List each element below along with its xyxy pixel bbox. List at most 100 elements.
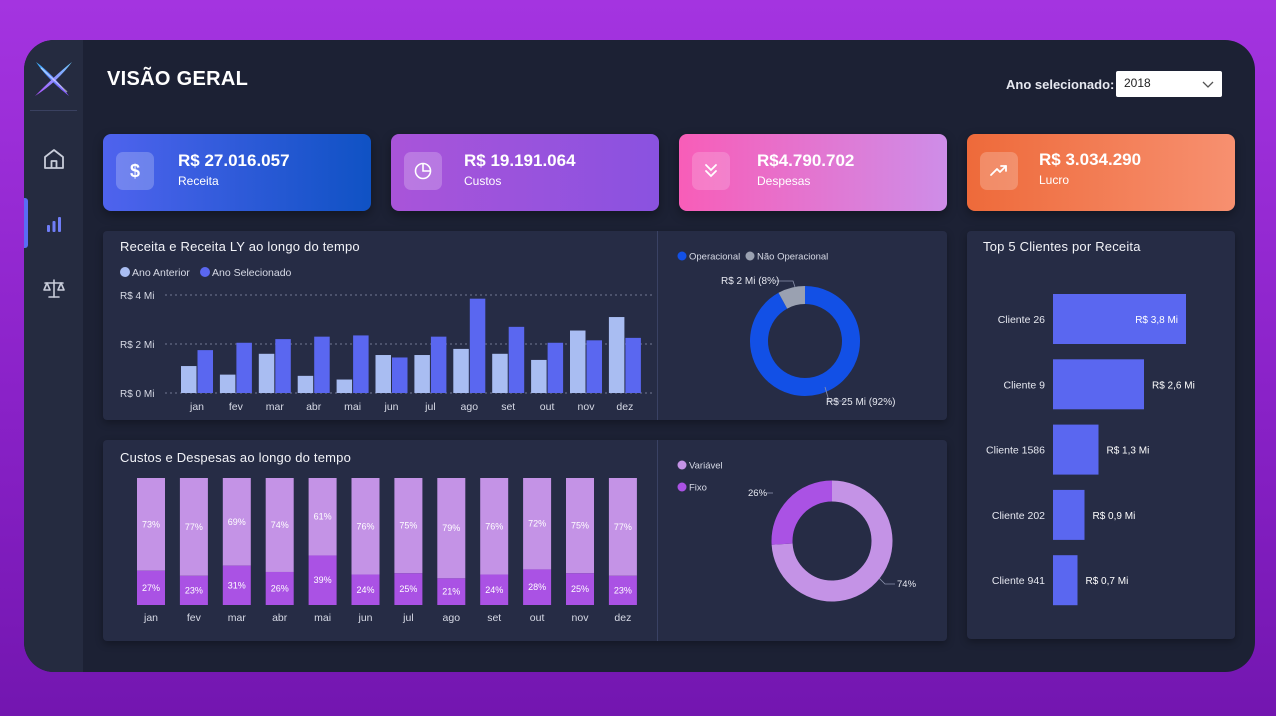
bar-variavel: [608, 478, 637, 576]
data-label: R$ 3,8 Mi: [1135, 315, 1178, 326]
slice-label: 74%: [897, 579, 917, 590]
costs-chart-title: Custos e Despesas ao longo do tempo: [120, 450, 352, 465]
x-tick-label: jul: [402, 612, 414, 624]
data-label: 31%: [228, 580, 246, 590]
kpi-icon-box: [404, 152, 442, 190]
bar-variavel: [308, 478, 337, 556]
bar-ano-selecionado: [430, 336, 447, 393]
revenue-chart-title: Receita e Receita LY ao longo do tempo: [120, 239, 360, 254]
bar-fixo: [222, 565, 251, 605]
leader-line: [775, 280, 796, 288]
bar-variavel: [480, 478, 509, 575]
bar-chart-icon: [46, 217, 61, 232]
kpi-card-receita: $ R$ 27.016.057 Receita: [103, 134, 371, 211]
bar-fixo: [137, 570, 165, 605]
data-label: 69%: [228, 517, 246, 527]
bar-ano-anterior: [375, 355, 391, 393]
bar-variavel: [351, 478, 380, 575]
client-name: Cliente 26: [998, 314, 1045, 326]
year-dropdown[interactable]: 2018: [1116, 71, 1222, 97]
y-tick-label: R$ 0 Mi: [120, 389, 154, 400]
client-bar: [1053, 359, 1144, 410]
data-label: 75%: [399, 521, 417, 531]
x-tick-label: nov: [572, 612, 590, 624]
client-bar: [1053, 294, 1186, 344]
bar-fixo: [308, 555, 337, 605]
bar-ano-anterior: [219, 374, 236, 393]
bar-fixo: [480, 574, 509, 605]
bar-fixo: [351, 574, 380, 605]
bar-ano-selecionado: [197, 350, 213, 393]
data-label: 24%: [485, 585, 503, 595]
data-label: 24%: [356, 585, 374, 595]
legend-marker: [677, 251, 687, 261]
data-label: 23%: [614, 585, 632, 595]
costs-donut-chart: Variável Fixo 26% 74%: [677, 460, 917, 602]
data-label: 74%: [271, 520, 289, 530]
data-label: 25%: [399, 584, 417, 594]
bar-variavel: [437, 478, 466, 579]
bar-ano-anterior: [336, 379, 353, 393]
legend-marker: [745, 251, 755, 261]
bar-variavel: [137, 478, 165, 571]
revenue-donut-chart: Operacional Não Operacional R$ 2 Mi (8%) R$…: [677, 251, 895, 408]
x-tick-label: jan: [143, 612, 158, 624]
bar-variavel: [179, 478, 208, 576]
client-name: Cliente 1586: [986, 445, 1045, 457]
bar-fixo: [265, 571, 294, 605]
data-label: 73%: [142, 519, 160, 529]
data-label: 25%: [571, 584, 589, 594]
slice-label: R$ 25 Mi (92%): [826, 397, 895, 408]
dashboard-frame: VISÃO GERAL Ano selecionado: 2018 $ R$ 2…: [24, 40, 1255, 672]
data-label: 39%: [314, 575, 332, 585]
bar-fixo: [523, 569, 552, 605]
data-label: R$ 0,7 Mi: [1086, 576, 1129, 587]
bar-ano-anterior: [181, 366, 197, 393]
data-label: 76%: [485, 521, 503, 531]
data-label: 21%: [442, 587, 460, 597]
data-label: R$ 0,9 Mi: [1093, 511, 1136, 522]
kpi-icon-box: [692, 152, 730, 190]
leader-line: [878, 577, 895, 585]
bar-fixo: [394, 573, 423, 605]
x-tick-label: abr: [306, 401, 322, 413]
client-name: Cliente 202: [992, 510, 1045, 522]
legend-label: Ano Anterior: [132, 267, 190, 279]
client-name: Cliente 9: [1004, 379, 1046, 391]
client-name: Cliente 941: [992, 575, 1045, 587]
clients-card: Top 5 Clientes por Receita Cliente 26 R$ …: [967, 231, 1235, 639]
legend-label: Fixo: [689, 483, 707, 494]
bar-ano-selecionado: [547, 342, 564, 393]
logo-icon: [35, 62, 72, 96]
card-divider: [657, 231, 658, 420]
costs-card: Custos e Despesas ao longo do tempo 73% 2…: [103, 440, 947, 641]
data-label: 26%: [271, 583, 289, 593]
nav-balance[interactable]: [24, 267, 83, 311]
x-tick-label: fev: [187, 612, 202, 624]
data-label: 61%: [314, 512, 332, 522]
bar-ano-selecionado: [314, 336, 330, 393]
costs-stacked-chart: 73% 27% jan 77% 23% fev 69% 31% mar 74% 26% abr 61% 3…: [137, 478, 637, 624]
data-label: R$ 1,3 Mi: [1107, 446, 1150, 457]
x-tick-label: out: [530, 612, 545, 624]
svg-text:$: $: [130, 161, 140, 181]
bar-ano-selecionado: [275, 339, 291, 393]
x-tick-label: jun: [357, 612, 372, 624]
kpi-value: R$4.790.702: [757, 151, 855, 170]
x-tick-label: jul: [424, 401, 436, 413]
donut-slice: [750, 286, 860, 396]
slice-label: 26%: [748, 488, 768, 499]
donut-slice: [778, 286, 806, 309]
kpi-value: R$ 27.016.057: [178, 151, 290, 170]
bar-ano-selecionado: [586, 340, 602, 393]
nav-analytics[interactable]: [24, 202, 83, 246]
x-tick-label: mar: [266, 401, 285, 413]
nav-home[interactable]: [24, 137, 83, 181]
bar-ano-selecionado: [392, 357, 408, 393]
bar-ano-selecionado: [353, 335, 369, 393]
bar-ano-selecionado: [625, 337, 641, 393]
revenue-bar-chart: Ano Anterior Ano Selecionado R$ 0 Mi R$ 2 M…: [120, 267, 653, 413]
nav-active-indicator: [24, 198, 28, 248]
bar-ano-selecionado: [236, 342, 252, 393]
bar-ano-anterior: [414, 355, 430, 393]
